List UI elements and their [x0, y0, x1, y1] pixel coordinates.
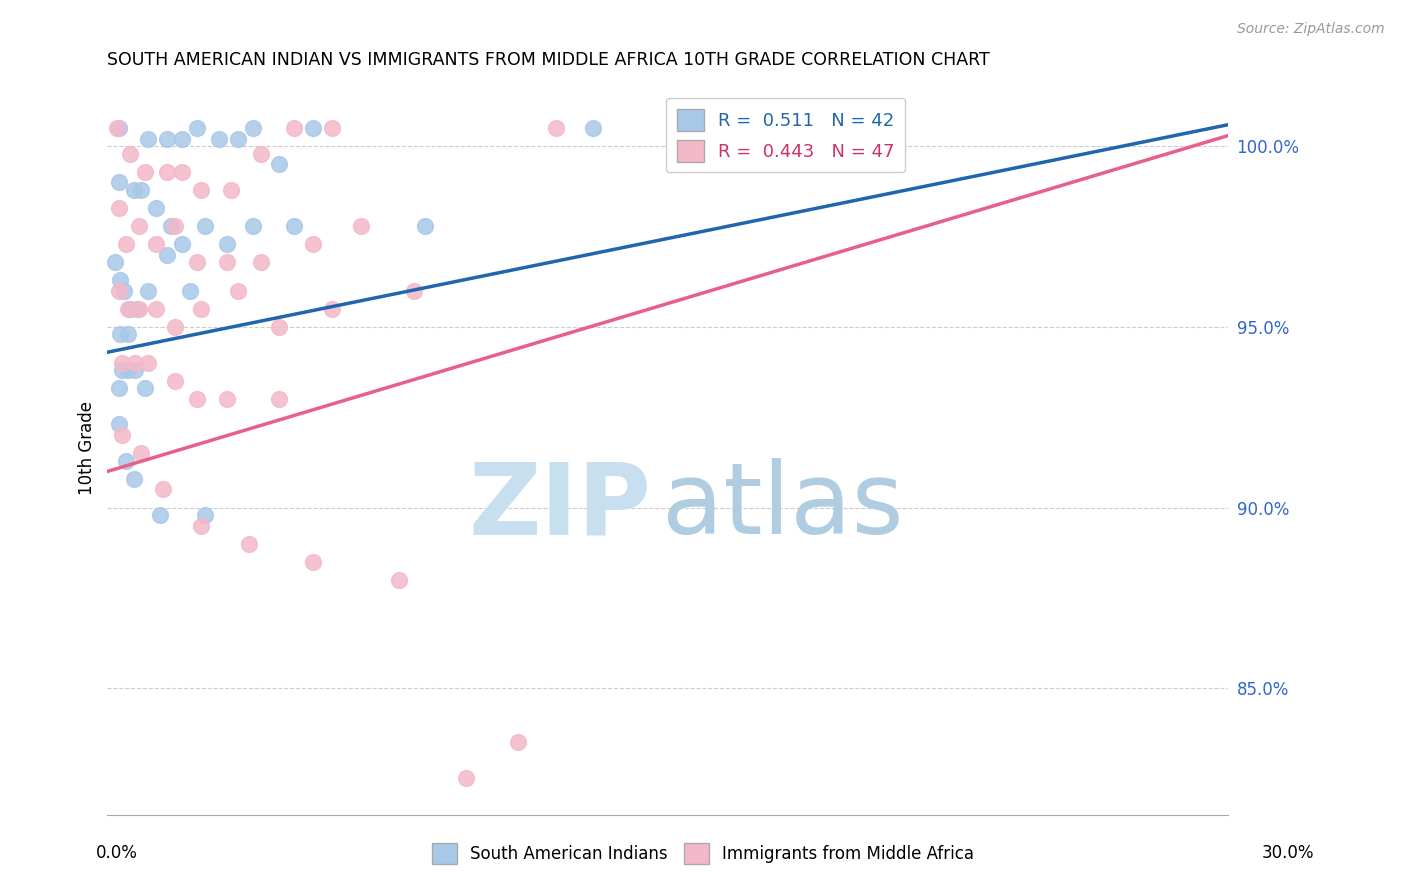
Point [128, 301, 150, 316]
Point [107, 201, 129, 215]
Point [111, 428, 134, 442]
Point [117, 363, 139, 377]
Point [193, 219, 215, 233]
Text: SOUTH AMERICAN INDIAN VS IMMIGRANTS FROM MIDDLE AFRICA 10TH GRADE CORRELATION CH: SOUTH AMERICAN INDIAN VS IMMIGRANTS FROM… [107, 51, 990, 69]
Point [302, 236, 325, 251]
Text: atlas: atlas [662, 458, 904, 555]
Point [111, 363, 134, 377]
Point [105, 121, 128, 136]
Point [107, 417, 129, 432]
Point [172, 132, 194, 146]
Point [321, 121, 343, 136]
Point [190, 183, 212, 197]
Point [110, 273, 132, 287]
Point [156, 248, 179, 262]
Point [163, 320, 186, 334]
Point [215, 255, 238, 269]
Point [134, 164, 156, 178]
Point [145, 236, 167, 251]
Point [413, 219, 436, 233]
Point [149, 508, 172, 522]
Point [107, 381, 129, 395]
Point [122, 183, 145, 197]
Point [163, 374, 186, 388]
Text: Source: ZipAtlas.com: Source: ZipAtlas.com [1237, 22, 1385, 37]
Point [104, 255, 127, 269]
Point [115, 236, 138, 251]
Point [134, 381, 156, 395]
Point [302, 121, 325, 136]
Point [122, 472, 145, 486]
Point [107, 176, 129, 190]
Point [269, 320, 291, 334]
Point [138, 284, 160, 298]
Point [115, 453, 138, 467]
Point [124, 356, 146, 370]
Legend: R =  0.511   N = 42, R =  0.443   N = 47: R = 0.511 N = 42, R = 0.443 N = 47 [665, 98, 905, 172]
Point [238, 536, 260, 550]
Point [249, 146, 271, 161]
Point [152, 483, 174, 497]
Point [128, 219, 150, 233]
Point [138, 132, 160, 146]
Point [107, 284, 129, 298]
Point [186, 392, 208, 407]
Point [129, 446, 152, 460]
Point [127, 301, 149, 316]
Point [283, 219, 305, 233]
Text: ZIP: ZIP [468, 458, 651, 555]
Point [454, 772, 477, 786]
Point [508, 735, 530, 749]
Point [302, 555, 325, 569]
Point [138, 356, 160, 370]
Point [190, 518, 212, 533]
Point [269, 392, 291, 407]
Point [208, 132, 231, 146]
Text: 30.0%: 30.0% [1263, 844, 1315, 862]
Point [118, 301, 141, 316]
Point [544, 121, 567, 136]
Point [160, 219, 183, 233]
Point [402, 284, 425, 298]
Point [186, 255, 208, 269]
Point [111, 356, 134, 370]
Point [129, 183, 152, 197]
Y-axis label: 10th Grade: 10th Grade [79, 401, 96, 495]
Point [186, 121, 208, 136]
Point [118, 146, 141, 161]
Point [249, 255, 271, 269]
Point [226, 132, 249, 146]
Point [219, 183, 242, 197]
Point [242, 219, 264, 233]
Point [388, 573, 411, 587]
Point [110, 327, 132, 342]
Point [107, 121, 129, 136]
Point [156, 132, 179, 146]
Point [179, 284, 201, 298]
Point [283, 121, 305, 136]
Point [190, 301, 212, 316]
Point [193, 508, 215, 522]
Point [350, 219, 373, 233]
Point [117, 327, 139, 342]
Point [156, 164, 179, 178]
Point [215, 392, 238, 407]
Point [242, 121, 264, 136]
Point [269, 157, 291, 171]
Point [172, 164, 194, 178]
Point [145, 201, 167, 215]
Point [321, 301, 343, 316]
Point [112, 284, 135, 298]
Point [215, 236, 238, 251]
Point [172, 236, 194, 251]
Text: 0.0%: 0.0% [96, 844, 138, 862]
Point [124, 363, 146, 377]
Point [163, 219, 186, 233]
Legend: South American Indians, Immigrants from Middle Africa: South American Indians, Immigrants from … [425, 837, 981, 871]
Point [145, 301, 167, 316]
Point [226, 284, 249, 298]
Point [582, 121, 605, 136]
Point [117, 301, 139, 316]
